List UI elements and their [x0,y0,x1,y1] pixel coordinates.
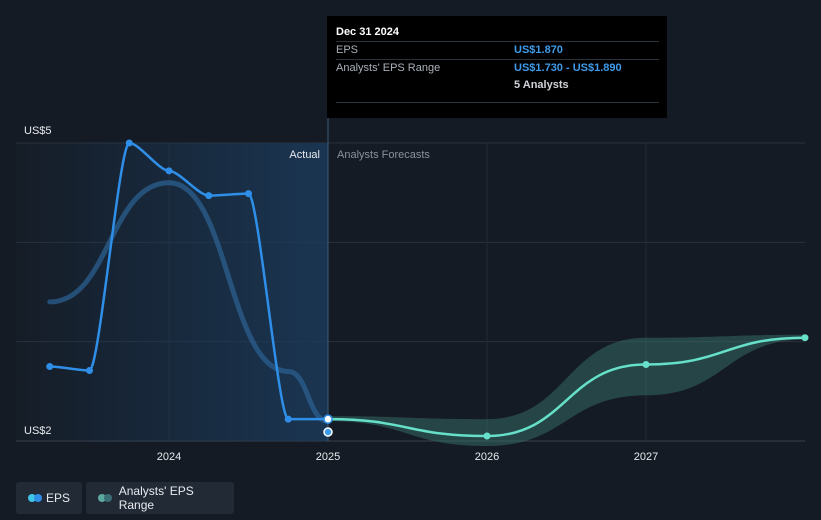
actual-region [16,143,328,441]
forecast-point [483,432,491,440]
tooltip-analysts: 5 Analysts [514,79,569,91]
actual-label: Actual [289,149,320,161]
eps-range-band [328,334,805,446]
eps-forecast-line [327,336,806,438]
x-tick-label: 2026 [475,451,499,463]
legend-range-label: Analysts' EPS Range [118,484,194,512]
eps-point [125,139,133,147]
x-tick-label: 2024 [157,451,181,463]
eps-point [323,414,333,424]
tooltip-eps-value: US$1.870 [514,44,563,56]
tooltip-date: Dec 31 2024 [336,26,399,38]
eps-point [86,366,93,374]
tooltip-divider [336,102,659,103]
eps-point [165,167,173,175]
eps-point [46,363,54,370]
forecast-label: Analysts Forecasts [337,149,430,161]
y-label-min: US$2 [24,425,52,437]
eps-line [49,141,328,421]
forecast-point [801,334,809,342]
legend-eps-range[interactable]: Analysts' EPS Range [86,482,234,514]
forecast-point [642,361,650,369]
eps-point [245,190,252,198]
x-tick-label: 2027 [634,451,658,463]
tooltip-range-value: US$1.730 - US$1.890 [514,62,622,74]
x-tick-label: 2025 [316,451,340,463]
eps-trend-line [47,180,331,424]
tooltip-eps-label: EPS [336,44,359,56]
eps-marker [323,427,333,437]
legend-eps[interactable]: EPS [16,482,82,514]
legend-eps-label: EPS [45,491,70,505]
y-label-max: US$5 [24,125,52,137]
eps-legend-icon [28,494,42,502]
eps-point [205,192,213,200]
eps-point [284,415,292,423]
tooltip-range-label: Analysts' EPS Range [336,62,441,74]
range-legend-icon [98,494,112,502]
tooltip-spacer [336,77,514,94]
tooltip: Dec 31 2024 EPS US$1.870 Analysts' EPS R… [327,16,667,118]
